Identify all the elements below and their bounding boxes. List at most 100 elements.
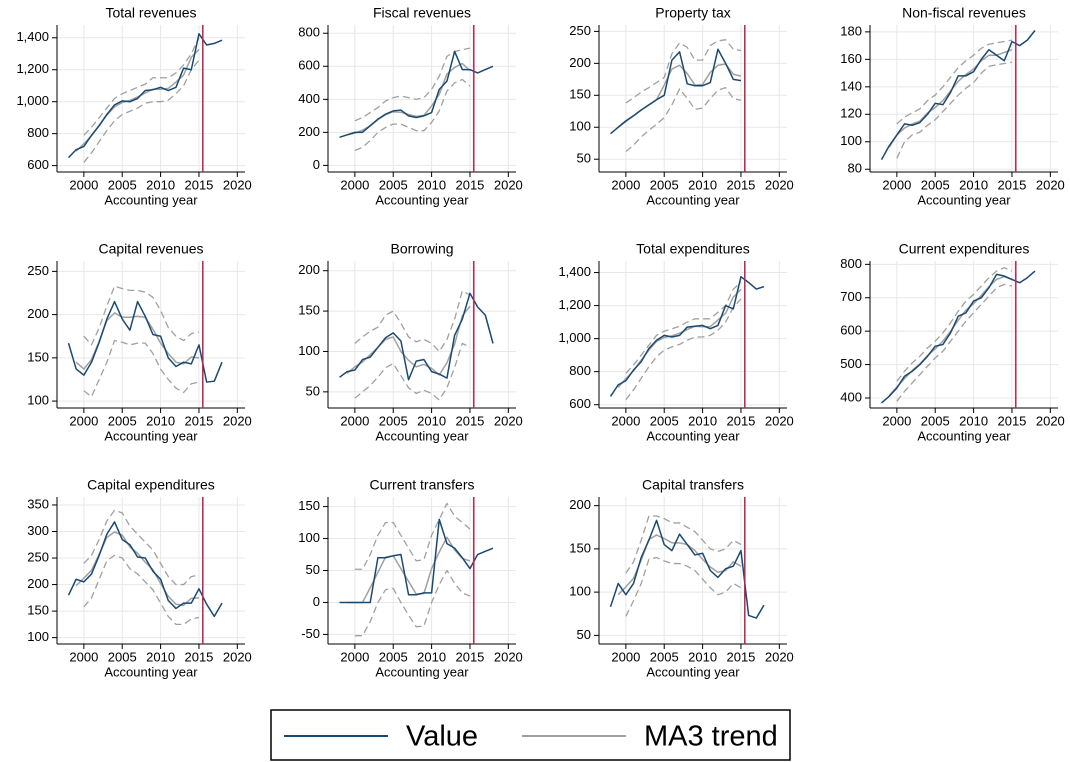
- y-tick-label: 150: [298, 498, 320, 513]
- y-tick-label: 100: [569, 119, 591, 134]
- panel-title: Fiscal revenues: [373, 5, 471, 21]
- panel: Capital revenues 100 150 200 250 2000 2005 2010…: [27, 241, 251, 444]
- y-tick-label: 800: [840, 256, 862, 271]
- panel: Property tax 50 100 150 200 250 2000 2005 2010 20…: [569, 5, 793, 208]
- y-tick-label: 600: [27, 157, 49, 172]
- y-tick-label: 1,200: [558, 297, 591, 312]
- x-tick-label: 2020: [494, 177, 523, 192]
- panel: Borrowing 50 100 150 200 2000 2005 2010 2015 2020…: [298, 241, 522, 444]
- y-tick-label: 50: [577, 627, 591, 642]
- y-tick-label: 300: [27, 523, 49, 538]
- x-tick-label: 2005: [921, 413, 950, 428]
- x-tick-label: 2005: [379, 413, 408, 428]
- x-tick-label: 2010: [146, 649, 175, 664]
- series-line: [67, 521, 223, 618]
- x-tick-label: 2020: [1036, 413, 1065, 428]
- x-axis-label: Accounting year: [917, 428, 1011, 443]
- panel-title: Capital transfers: [642, 477, 744, 493]
- x-tick-label: 2015: [455, 649, 484, 664]
- y-tick-label: 800: [569, 363, 591, 378]
- legend: Value MA3 trend: [270, 709, 791, 761]
- y-tick-label: 160: [840, 51, 862, 66]
- x-tick-label: 2020: [1036, 177, 1065, 192]
- panel: Non-fiscal revenues 80 100 120 140 160 180 2000…: [840, 5, 1064, 208]
- band-line: [83, 554, 200, 626]
- panel: Total expenditures 600 800 1,000 1,200 1,400 2…: [558, 241, 793, 444]
- band-line: [83, 59, 200, 163]
- band-line: [625, 39, 742, 104]
- band-line: [625, 281, 742, 374]
- x-tick-label: 2020: [223, 649, 252, 664]
- band-line: [625, 515, 742, 574]
- y-tick-label: 1,000: [558, 330, 591, 345]
- x-tick-label: 2015: [184, 177, 213, 192]
- x-tick-label: 2010: [688, 413, 717, 428]
- x-tick-label: 2005: [379, 649, 408, 664]
- panel: Fiscal revenues 0 200 400 600 800 2000 2005 2010…: [298, 5, 522, 208]
- x-axis-label: Accounting year: [104, 192, 198, 207]
- series-line: [609, 519, 765, 619]
- y-tick-label: 100: [569, 584, 591, 599]
- panel-title: Total expenditures: [636, 241, 750, 257]
- y-tick-label: 200: [298, 262, 320, 277]
- series-line: [339, 518, 494, 604]
- y-tick-label: 140: [840, 78, 862, 93]
- y-tick-label: 200: [298, 124, 320, 139]
- panel: Capital expenditures 100 150 200 250 300 350 20…: [27, 477, 251, 680]
- y-tick-label: 0: [313, 594, 320, 609]
- x-tick-label: 2005: [650, 177, 679, 192]
- x-axis-label: Accounting year: [646, 428, 740, 443]
- band-line: [896, 39, 1013, 125]
- band-line: [625, 86, 742, 153]
- band-line: [354, 78, 471, 152]
- band-line: [896, 283, 1013, 402]
- y-tick-label: -50: [301, 626, 320, 641]
- x-tick-label: 2000: [611, 177, 640, 192]
- x-tick-label: 2010: [146, 413, 175, 428]
- y-tick-label: 250: [27, 263, 49, 278]
- x-axis-label: Accounting year: [375, 428, 469, 443]
- x-axis-label: Accounting year: [104, 428, 198, 443]
- panel-title: Non-fiscal revenues: [902, 5, 1026, 21]
- x-tick-label: 2015: [997, 413, 1026, 428]
- series-line: [347, 536, 471, 604]
- x-tick-label: 2000: [340, 413, 369, 428]
- panel: Total revenues 600 800 1,000 1,200 1,400 2000 2…: [16, 5, 251, 208]
- x-tick-label: 2010: [417, 177, 446, 192]
- x-tick-label: 2015: [997, 177, 1026, 192]
- x-axis-label: Accounting year: [646, 192, 740, 207]
- x-tick-label: 2010: [688, 649, 717, 664]
- series-line: [609, 275, 765, 397]
- legend-label: MA3 trend: [644, 721, 778, 753]
- x-tick-label: 2015: [726, 413, 755, 428]
- y-tick-label: 1,200: [16, 61, 49, 76]
- x-tick-label: 2020: [223, 413, 252, 428]
- y-tick-label: 100: [840, 133, 862, 148]
- band-line: [83, 339, 200, 398]
- band-line: [83, 285, 200, 346]
- x-tick-label: 2000: [882, 177, 911, 192]
- x-tick-label: 2000: [340, 177, 369, 192]
- x-tick-label: 2000: [69, 649, 98, 664]
- x-tick-label: 2000: [69, 413, 98, 428]
- band-line: [83, 509, 200, 586]
- band-line: [354, 342, 471, 401]
- y-tick-label: 150: [298, 303, 320, 318]
- band-line: [896, 267, 1013, 382]
- panel-title: Current expenditures: [899, 241, 1030, 257]
- y-tick-label: 800: [298, 25, 320, 40]
- x-tick-label: 2015: [726, 177, 755, 192]
- band-line: [83, 37, 200, 136]
- x-tick-label: 2010: [417, 649, 446, 664]
- y-tick-label: 100: [27, 629, 49, 644]
- x-axis-label: Accounting year: [375, 664, 469, 679]
- y-tick-label: 1,000: [16, 93, 49, 108]
- y-tick-label: 250: [27, 549, 49, 564]
- panel: Current expenditures 400 500 600 700 800 2000 2…: [840, 241, 1064, 444]
- y-tick-label: 200: [569, 55, 591, 70]
- panel-title: Capital expenditures: [87, 477, 215, 493]
- x-tick-label: 2020: [494, 413, 523, 428]
- x-tick-label: 2000: [882, 413, 911, 428]
- y-tick-label: 50: [306, 562, 320, 577]
